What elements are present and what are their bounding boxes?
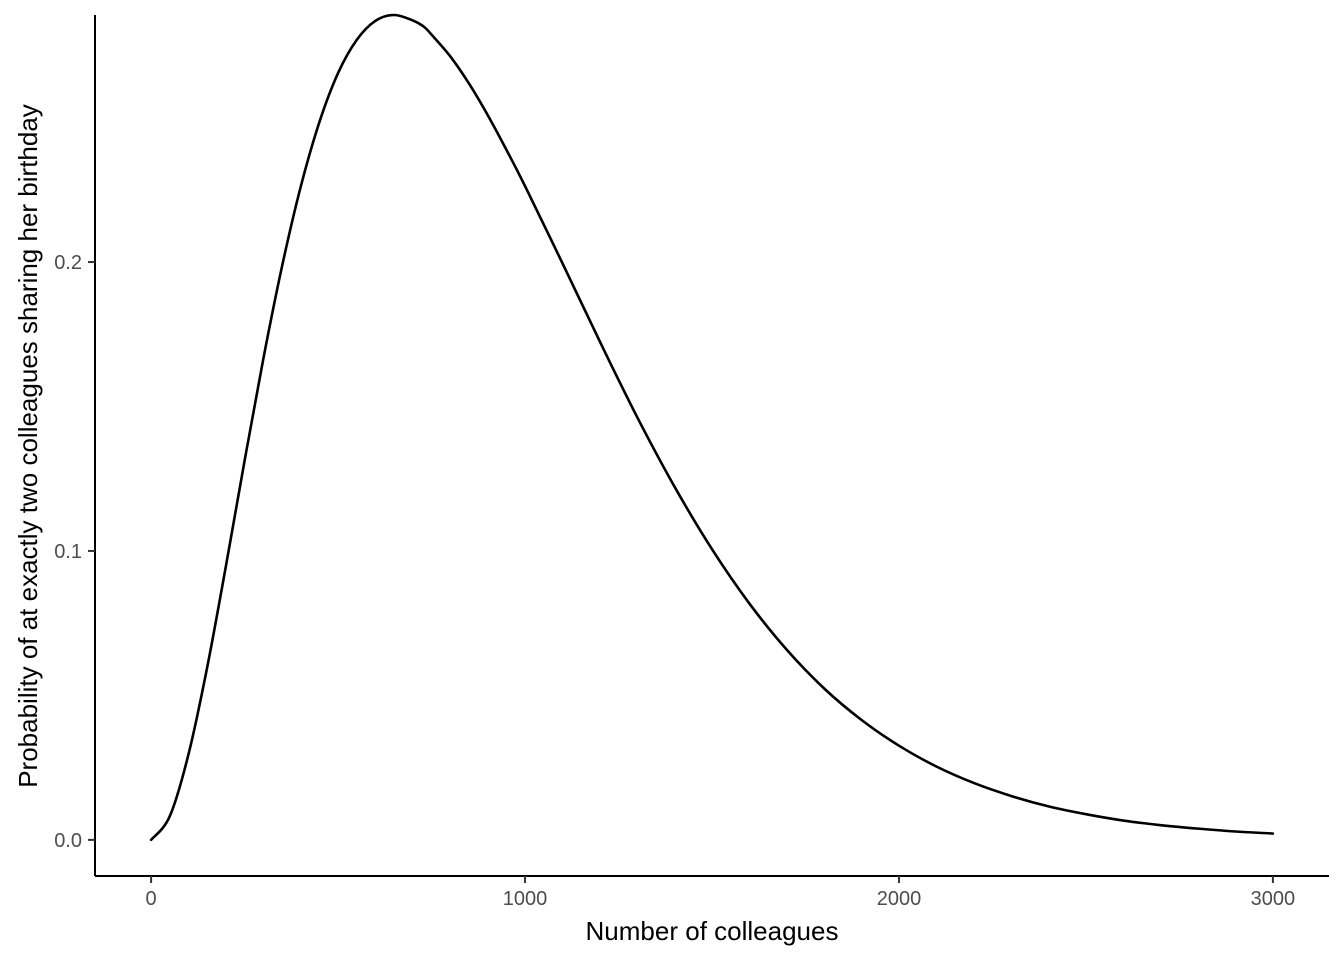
x-tick-label: 0 (146, 888, 157, 910)
y-axis-ticks: 0.0 0.1 0.2 (54, 252, 95, 852)
x-axis-title: Number of colleagues (586, 916, 839, 946)
y-axis-title: Probability of at exactly two colleagues… (13, 104, 43, 788)
x-tick-label: 3000 (1251, 888, 1296, 910)
x-axis-ticks: 0 1000 2000 3000 (146, 876, 1296, 910)
x-tick-label: 2000 (877, 888, 922, 910)
series-layer (149, 13, 1275, 842)
y-tick-label: 0.1 (54, 541, 82, 563)
x-tick-label: 1000 (503, 888, 548, 910)
y-tick-label: 0.2 (54, 252, 82, 274)
y-tick-label: 0.0 (54, 830, 82, 852)
series-line-0 (149, 13, 1275, 842)
